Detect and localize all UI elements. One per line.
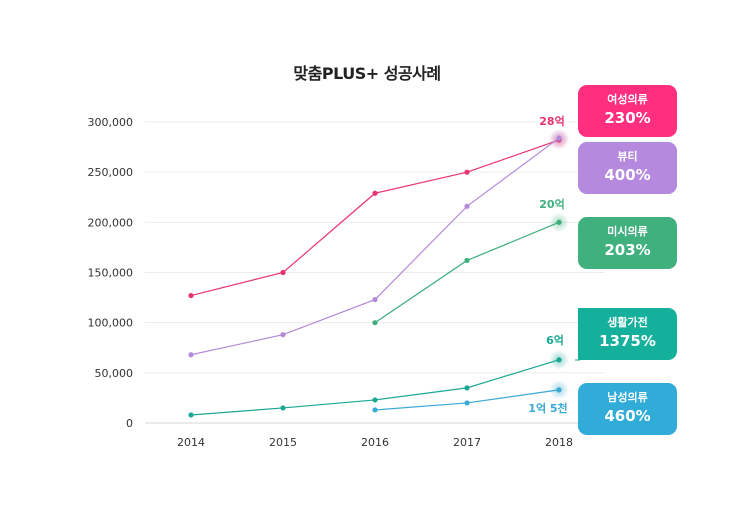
data-point-living <box>372 397 378 403</box>
series-line-living <box>190 359 560 416</box>
end-value-label-men: 1억 5천 <box>528 401 567 415</box>
data-point-missy <box>372 320 378 326</box>
badge-percent: 460% <box>604 407 651 425</box>
data-point-beauty <box>372 296 378 303</box>
y-tick-label: 0 <box>126 417 133 430</box>
data-point-living <box>188 412 194 418</box>
data-point-men <box>372 407 378 413</box>
badge-missy-clothing: 미시의류 203% <box>578 217 677 269</box>
chart-title: 맞춤PLUS+ 성공사례 <box>293 64 441 83</box>
data-point-women <box>188 292 194 299</box>
y-tick-label: 150,000 <box>88 267 134 280</box>
end-value-label-missy: 20억 <box>539 198 564 211</box>
data-point-beauty <box>280 332 286 338</box>
badge-women-clothing: 여성의류 230% <box>578 85 677 137</box>
badge-name: 미시의류 <box>607 225 648 238</box>
x-tick-label: 2017 <box>453 436 481 449</box>
badge-name: 뷰티 <box>617 150 638 163</box>
badge-home-appliance: 생활가전 1375% <box>578 308 677 360</box>
x-tick-label: 2015 <box>269 436 297 449</box>
data-point-missy <box>464 257 470 264</box>
data-point-beauty <box>188 352 194 358</box>
x-tick-label: 2016 <box>361 436 389 449</box>
badge-beauty: 뷰티 400% <box>578 142 677 194</box>
y-tick-label: 50,000 <box>95 367 134 380</box>
data-point-living <box>556 357 562 363</box>
x-tick-label: 2018 <box>545 436 573 449</box>
x-tick-label: 2014 <box>177 436 205 449</box>
badge-percent: 203% <box>604 241 651 259</box>
badge-men-clothing: 남성의류 460% <box>578 383 677 435</box>
badge-name: 여성의류 <box>607 93 648 106</box>
data-point-men <box>464 400 470 406</box>
y-tick-label: 300,000 <box>88 116 134 129</box>
end-value-label-women: 28억 <box>539 115 564 128</box>
badge-percent: 1375% <box>599 332 656 350</box>
data-point-missy <box>556 219 562 225</box>
data-point-beauty <box>556 135 562 141</box>
data-point-women <box>464 169 470 175</box>
y-tick-label: 200,000 <box>88 216 134 229</box>
badge-name: 남성의류 <box>607 391 648 404</box>
data-point-living <box>280 405 286 411</box>
y-tick-label: 250,000 <box>88 166 134 179</box>
badge-percent: 400% <box>604 166 651 184</box>
badge-percent: 230% <box>604 109 651 127</box>
end-value-label-living: 6억 <box>546 334 564 347</box>
data-point-men <box>556 387 562 393</box>
data-point-living <box>464 385 470 391</box>
badge-name: 생활가전 <box>607 316 648 329</box>
y-tick-label: 100,000 <box>88 317 134 330</box>
data-point-women <box>372 190 378 196</box>
data-point-women <box>280 269 286 276</box>
data-point-beauty <box>464 203 470 209</box>
